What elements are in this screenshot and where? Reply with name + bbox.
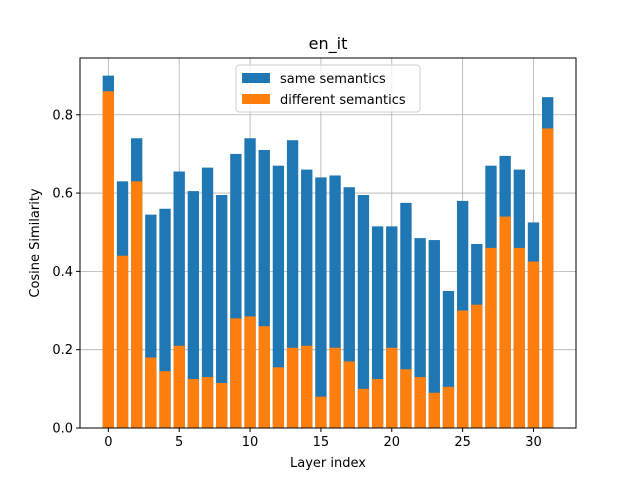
legend-label: same semantics (280, 72, 386, 87)
y-tick-label: 0.2 (52, 343, 73, 358)
x-tick-label: 10 (242, 435, 259, 450)
legend-label: different semantics (280, 93, 406, 108)
bar-different-semantics (131, 181, 143, 428)
bar-same-semantics (286, 140, 299, 428)
bar-different-semantics (329, 347, 341, 428)
y-tick-label: 0.6 (52, 187, 73, 202)
bar-different-semantics (244, 316, 256, 428)
ticks: 0 5 10 15 20 25 30 0.0 0.2 0.4 0.6 0.8 (52, 108, 541, 450)
plot-frame (79, 57, 577, 429)
bar-same-semantics (145, 214, 157, 428)
bar-different-semantics (272, 367, 285, 428)
bar-different-semantics (187, 379, 200, 428)
bar-different-semantics (471, 304, 483, 428)
axes (79, 57, 577, 429)
bar-same-semantics (428, 240, 440, 428)
legend-swatch (242, 73, 270, 83)
bar-same-semantics (216, 195, 228, 428)
bar-different-semantics (286, 347, 299, 428)
bar-same-semantics (329, 175, 341, 428)
bar-different-semantics (386, 347, 398, 428)
bar-same-semantics (201, 167, 214, 428)
bar-same-semantics (343, 187, 355, 428)
bar-same-semantics (159, 208, 171, 428)
bar-different-semantics (145, 357, 157, 428)
bar-different-semantics (456, 310, 469, 428)
bar-different-semantics (159, 371, 171, 428)
bar-different-semantics (102, 91, 115, 428)
bar-different-semantics (315, 396, 327, 428)
bar-same-semantics (244, 138, 256, 428)
chart-title: en_it (309, 34, 348, 54)
x-tick-label: 0 (104, 435, 112, 450)
x-tick-label: 5 (175, 435, 183, 450)
y-axis-label: Cosine Similarity (28, 188, 43, 298)
x-axis-label: Layer index (290, 456, 366, 471)
x-tick-label: 25 (454, 435, 471, 450)
bar-same-semantics (173, 171, 185, 428)
x-tick-label: 20 (383, 435, 400, 450)
y-tick-label: 0.8 (52, 108, 73, 123)
bar-different-semantics (442, 386, 455, 428)
legend-swatch (242, 94, 270, 104)
bar-same-semantics (258, 150, 270, 428)
bar-different-semantics (357, 388, 370, 428)
bar-same-semantics (357, 195, 370, 428)
bars (102, 75, 554, 429)
bar-different-semantics (485, 247, 497, 428)
bar-same-semantics (301, 169, 313, 429)
bar-different-semantics (173, 345, 185, 428)
bar-different-semantics (428, 392, 440, 428)
bar-same-semantics (272, 165, 285, 429)
bar-different-semantics (258, 326, 270, 428)
x-tick-label: 30 (525, 435, 542, 450)
bar-different-semantics (499, 216, 511, 428)
bar-same-semantics (414, 238, 426, 428)
y-tick-label: 0.4 (52, 265, 73, 280)
bar-same-semantics (442, 290, 455, 428)
bar-different-semantics (216, 382, 228, 428)
bar-different-semantics (230, 318, 242, 428)
bar-same-semantics (371, 226, 384, 428)
bar-different-semantics (371, 379, 384, 428)
bar-same-semantics (400, 202, 412, 428)
bar-different-semantics (414, 377, 426, 428)
legend-box (235, 64, 421, 113)
bar-different-semantics (527, 261, 540, 428)
bar-different-semantics (201, 377, 214, 428)
bar-same-semantics (230, 153, 242, 429)
bar-different-semantics (343, 361, 355, 428)
bar-different-semantics (301, 345, 313, 428)
bar-same-semantics (386, 226, 398, 428)
bar-different-semantics (116, 255, 129, 428)
legend: same semantics different semantics (235, 64, 421, 113)
bar-different-semantics (400, 369, 412, 428)
y-tick-label: 0.0 (52, 422, 73, 437)
x-tick-label: 15 (313, 435, 330, 450)
bar-same-semantics (315, 177, 327, 428)
bar-same-semantics (187, 191, 200, 428)
bar-different-semantics (513, 247, 525, 428)
bar-different-semantics (541, 128, 554, 428)
